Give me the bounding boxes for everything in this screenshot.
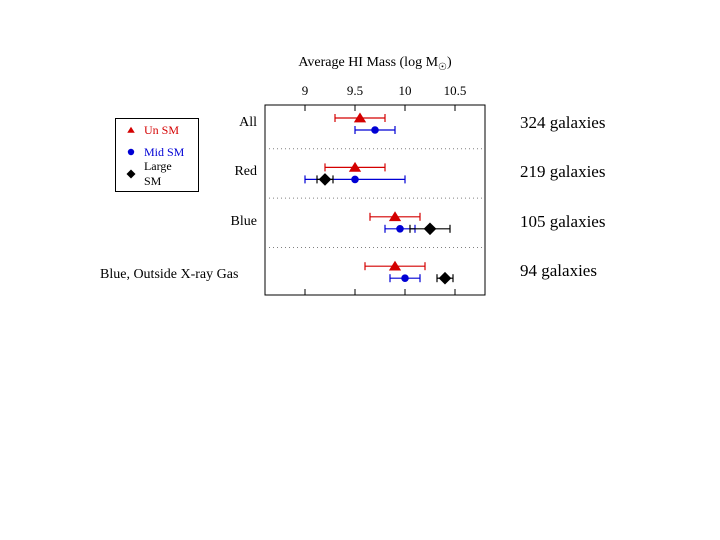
axis-tick-label: 10 — [387, 83, 423, 99]
axis-tick-label: 9 — [287, 83, 323, 99]
stage: Average HI Mass (log M☉) Un SMMid SMLarg… — [0, 0, 720, 540]
axis-tick-label: 9.5 — [337, 83, 373, 99]
chart-plot — [0, 0, 720, 540]
axis-tick-label: 10.5 — [437, 83, 473, 99]
